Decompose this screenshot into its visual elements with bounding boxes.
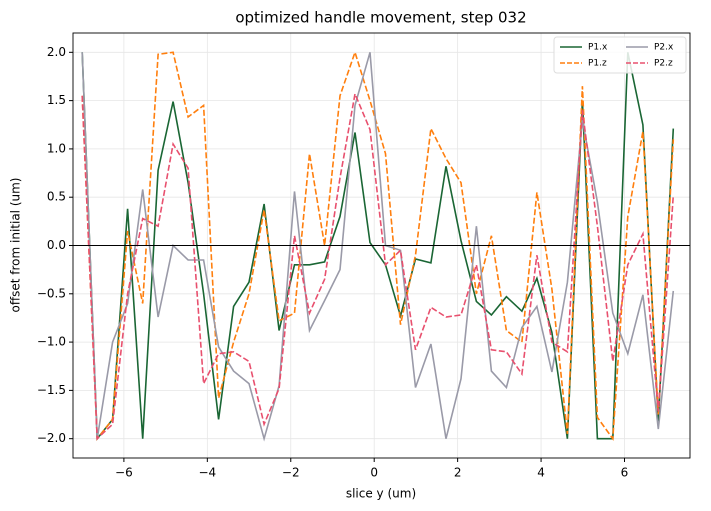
y-tick-label: 1.0 [47, 141, 66, 155]
y-axis-label: offset from initial (um) [9, 178, 23, 313]
y-tick-label: −0.5 [37, 286, 66, 300]
legend-label: P1.x [588, 43, 608, 53]
series-line [81, 52, 675, 442]
series-line [81, 49, 675, 441]
y-tick-label: −2.0 [37, 431, 66, 445]
legend-label: P2.x [654, 43, 674, 53]
x-tick-label: 0 [370, 466, 378, 480]
series-line [81, 91, 675, 441]
y-tick-label: 1.5 [47, 93, 66, 107]
y-tick-label: −1.5 [37, 383, 66, 397]
y-tick-label: 0.0 [47, 238, 66, 252]
plot-frame [72, 32, 691, 459]
y-tick-label: 0.5 [47, 190, 66, 204]
chart-title: optimized handle movement, step 032 [235, 9, 526, 27]
legend-label: P2.z [654, 59, 673, 69]
y-tick-label: 2.0 [47, 45, 66, 59]
x-tick-label: −6 [115, 466, 133, 480]
x-tick-label: 6 [621, 466, 629, 480]
x-tick-label: 4 [537, 466, 545, 480]
x-tick-label: 2 [454, 466, 462, 480]
y-tick-label: −1.0 [37, 335, 66, 349]
legend-box [553, 36, 687, 74]
x-tick-label: −4 [198, 466, 216, 480]
x-axis-label: slice y (um) [346, 487, 416, 501]
x-tick-label: −2 [282, 466, 300, 480]
legend-label: P1.z [588, 59, 607, 69]
